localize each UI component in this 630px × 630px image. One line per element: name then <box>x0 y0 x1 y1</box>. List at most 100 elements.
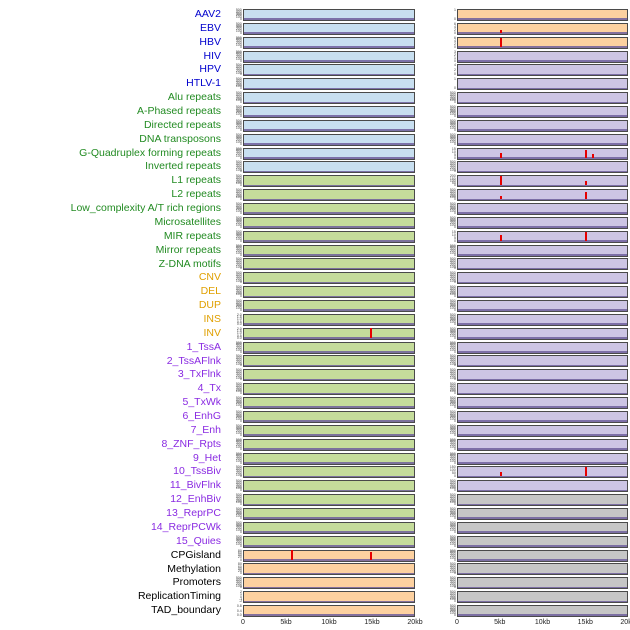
left-panel <box>243 216 415 229</box>
right-panel <box>457 230 628 243</box>
density-baseline <box>244 18 414 20</box>
density-baseline <box>458 101 627 104</box>
left-panel <box>243 22 415 35</box>
y-tick-label: 400 <box>236 121 242 125</box>
y-tick-label: 500 <box>236 91 242 96</box>
y-tick-label: 100 <box>236 376 242 380</box>
y-tick-label: 300 <box>450 483 456 487</box>
y-tick-label: 400 <box>236 93 242 97</box>
track-row: AAV2 0 100 200 300 400 500 0 1 <box>0 8 630 22</box>
y-tick-label: 5 <box>454 236 456 240</box>
y-tick-label: 200 <box>236 97 242 101</box>
density-baseline <box>458 212 627 214</box>
y-tick-label: 300 <box>236 247 242 252</box>
density-baseline <box>244 281 414 284</box>
y-tick-label: 200 <box>450 512 456 517</box>
row-label: AAV2 <box>194 8 221 20</box>
y-tick-label: 100 <box>236 126 242 131</box>
density-baseline <box>458 115 627 117</box>
y-tick-label: 300 <box>450 580 456 584</box>
track-row: Inverted repeats 0 100 200 300 400 500 0 100 200 3… <box>0 160 630 174</box>
y-tick-label: 400 <box>236 523 242 527</box>
right-panel <box>457 147 628 160</box>
y-tick-label: 400 <box>236 10 242 14</box>
y-tick-label: 200 <box>236 263 242 267</box>
row-label: Promoters <box>172 576 221 589</box>
right-y-ticks: 0 100 200 300 400 500 <box>441 480 457 493</box>
y-tick-label: 300 <box>450 552 456 557</box>
y-tick-label: 300 <box>236 538 242 543</box>
y-tick-label: 300 <box>450 386 456 390</box>
left-panel <box>243 105 415 118</box>
y-tick-label: 400 <box>450 329 456 333</box>
left-y-ticks: 0 100 200 300 400 500 <box>227 424 243 437</box>
y-tick-label: 0 <box>454 114 456 118</box>
y-tick-label: 500 <box>450 368 456 373</box>
y-tick-label: 0 <box>240 183 242 188</box>
left-panel <box>243 494 415 507</box>
left-panel <box>243 535 415 548</box>
density-baseline <box>244 87 414 90</box>
y-tick-label: 0 <box>454 461 456 465</box>
y-tick-label: 400 <box>450 398 456 402</box>
y-tick-label: 100 <box>450 403 456 408</box>
y-tick-label: 0 <box>240 294 242 299</box>
y-tick-label: 100 <box>236 223 242 228</box>
y-tick-label: 100 <box>236 112 242 117</box>
y-tick-label: 500 <box>450 119 456 123</box>
y-tick-label: 300 <box>236 497 242 501</box>
track-row: 8_ZNF_Rpts 0 100 200 300 400 500 0 100 200 300 400 5… <box>0 438 630 452</box>
right-panel <box>457 480 628 493</box>
y-tick-label: 500 <box>450 160 456 165</box>
density-baseline <box>458 267 627 270</box>
y-tick-label: 300 <box>236 372 242 376</box>
right-panel <box>457 133 628 146</box>
y-tick-label: 100 <box>450 292 456 297</box>
density-baseline <box>244 295 414 298</box>
density-baseline <box>244 59 414 62</box>
y-tick-label: 400 <box>450 315 456 319</box>
y-tick-label: 500 <box>450 507 456 511</box>
right-panel <box>457 105 628 118</box>
row-label: DUP <box>198 299 221 312</box>
right-panel <box>457 466 628 479</box>
y-tick-label: 500 <box>236 576 242 581</box>
density-baseline <box>244 115 414 117</box>
y-tick-label: 400 <box>236 356 242 361</box>
y-tick-label: 500 <box>236 105 242 109</box>
left-y-ticks: 0 100 200 300 400 500 <box>227 507 243 520</box>
right-panel <box>457 175 628 188</box>
left-y-ticks: 0 100 200 300 400 500 <box>227 119 243 132</box>
y-tick-label: 200 <box>236 443 242 448</box>
y-tick-label: 0 <box>240 419 242 423</box>
y-tick-label: 300 <box>236 81 242 85</box>
y-tick-label: 500 <box>236 36 242 40</box>
y-tick-label: 500 <box>450 424 456 428</box>
y-tick-label: 100 <box>450 542 456 546</box>
y-tick-label: 0 <box>454 128 456 132</box>
y-tick-label: 100 <box>236 500 242 505</box>
y-tick-label: 300 <box>450 122 456 127</box>
y-tick-label: 100 <box>450 279 456 283</box>
row-label: 13_ReprPC <box>166 507 221 520</box>
right-y-ticks: 0 100 200 300 400 500 <box>441 368 457 382</box>
left-panel <box>243 161 415 174</box>
x-tick-label: 15kb <box>364 619 380 626</box>
density-baseline <box>244 503 414 506</box>
density-baseline <box>244 240 414 242</box>
right-y-ticks: 0 100 200 300 400 500 <box>441 507 457 520</box>
y-tick-label: 40 <box>238 567 242 571</box>
y-tick-label: 200 <box>236 360 242 364</box>
right-y-ticks: 0 100 200 300 400 500 <box>441 591 457 604</box>
enrichment-spike <box>500 234 503 241</box>
density-baseline <box>458 531 627 533</box>
y-tick-label: 500 <box>450 285 456 290</box>
right-panel <box>457 300 628 313</box>
right-panel <box>457 8 628 21</box>
y-tick-label: 300 <box>236 136 242 141</box>
left-panel <box>243 521 415 534</box>
y-tick-label: 0 <box>454 516 456 520</box>
y-tick-label: 0 <box>454 530 456 534</box>
left-panel <box>243 230 415 243</box>
